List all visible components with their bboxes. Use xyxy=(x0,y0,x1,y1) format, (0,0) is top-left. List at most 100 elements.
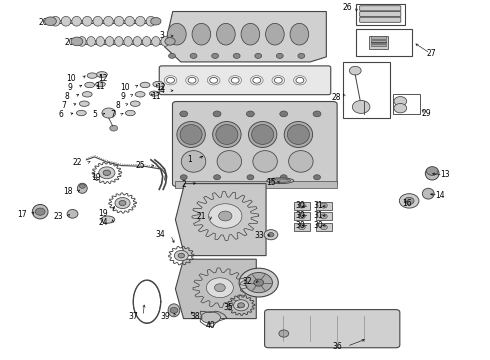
Text: 31: 31 xyxy=(314,202,323,210)
Text: 12: 12 xyxy=(156,83,165,92)
Ellipse shape xyxy=(266,23,284,45)
Circle shape xyxy=(190,53,197,58)
Circle shape xyxy=(280,175,287,180)
Ellipse shape xyxy=(104,16,113,26)
Circle shape xyxy=(298,53,305,58)
Ellipse shape xyxy=(201,312,220,323)
Ellipse shape xyxy=(289,150,313,172)
Bar xyxy=(316,202,332,210)
Circle shape xyxy=(268,233,274,237)
Text: 33: 33 xyxy=(255,231,265,240)
Text: 21: 21 xyxy=(196,212,206,221)
Ellipse shape xyxy=(180,125,202,144)
Text: 39: 39 xyxy=(161,311,171,320)
Circle shape xyxy=(212,53,219,58)
Text: 8: 8 xyxy=(65,91,70,100)
FancyBboxPatch shape xyxy=(159,66,331,95)
Text: 9: 9 xyxy=(120,91,125,100)
Text: 34: 34 xyxy=(156,230,166,239)
Circle shape xyxy=(320,203,327,208)
Text: 19: 19 xyxy=(91,173,101,181)
Text: 36: 36 xyxy=(332,342,342,351)
Ellipse shape xyxy=(287,125,310,144)
Circle shape xyxy=(239,268,278,297)
Bar xyxy=(356,29,412,56)
Circle shape xyxy=(180,175,187,180)
Text: 10: 10 xyxy=(66,74,76,83)
Ellipse shape xyxy=(125,16,134,26)
Circle shape xyxy=(320,214,327,219)
Text: 31: 31 xyxy=(314,211,323,220)
Circle shape xyxy=(399,194,419,208)
Bar xyxy=(371,36,386,39)
Circle shape xyxy=(320,225,327,230)
Circle shape xyxy=(352,100,370,113)
Circle shape xyxy=(246,111,254,117)
Circle shape xyxy=(313,111,321,117)
FancyBboxPatch shape xyxy=(360,17,401,22)
Text: 37: 37 xyxy=(128,311,138,320)
Circle shape xyxy=(280,111,288,117)
Text: 5: 5 xyxy=(92,110,97,119)
Text: 8: 8 xyxy=(115,100,120,109)
Bar xyxy=(371,44,386,46)
Text: 30: 30 xyxy=(295,202,305,210)
Ellipse shape xyxy=(125,110,135,116)
Ellipse shape xyxy=(168,23,186,45)
Circle shape xyxy=(206,278,233,298)
Circle shape xyxy=(255,53,262,58)
Circle shape xyxy=(264,230,278,240)
Ellipse shape xyxy=(425,167,439,180)
Text: 12: 12 xyxy=(98,74,107,83)
Bar xyxy=(343,62,390,118)
Circle shape xyxy=(115,198,130,208)
Ellipse shape xyxy=(130,101,140,107)
Ellipse shape xyxy=(87,36,96,46)
Circle shape xyxy=(215,284,225,292)
Text: 18: 18 xyxy=(63,187,73,196)
Circle shape xyxy=(165,37,175,45)
Ellipse shape xyxy=(241,23,260,45)
Ellipse shape xyxy=(290,23,309,45)
Ellipse shape xyxy=(133,36,142,46)
Ellipse shape xyxy=(115,36,123,46)
Text: 24: 24 xyxy=(98,218,108,227)
Circle shape xyxy=(99,167,115,179)
Text: 7: 7 xyxy=(111,110,116,119)
Ellipse shape xyxy=(248,122,277,148)
Ellipse shape xyxy=(101,216,115,223)
Ellipse shape xyxy=(87,73,97,78)
Text: 3: 3 xyxy=(159,31,164,40)
Circle shape xyxy=(71,37,83,46)
Circle shape xyxy=(238,303,245,308)
Text: 16: 16 xyxy=(402,198,412,207)
Ellipse shape xyxy=(181,150,206,172)
Ellipse shape xyxy=(252,125,273,144)
FancyBboxPatch shape xyxy=(360,6,401,11)
Bar xyxy=(294,212,310,220)
Circle shape xyxy=(180,111,188,117)
Circle shape xyxy=(298,214,305,219)
Ellipse shape xyxy=(140,82,150,87)
Circle shape xyxy=(231,77,239,83)
Ellipse shape xyxy=(82,91,92,97)
Circle shape xyxy=(279,330,289,337)
Text: 4: 4 xyxy=(159,86,164,95)
FancyBboxPatch shape xyxy=(265,310,400,348)
Circle shape xyxy=(234,300,248,311)
Ellipse shape xyxy=(136,16,145,26)
Circle shape xyxy=(426,167,438,175)
Ellipse shape xyxy=(153,81,164,87)
Circle shape xyxy=(103,170,110,175)
Ellipse shape xyxy=(96,82,105,87)
Text: 25: 25 xyxy=(135,161,145,170)
Text: 20: 20 xyxy=(65,38,74,47)
FancyBboxPatch shape xyxy=(360,12,401,17)
Bar xyxy=(393,94,420,114)
Circle shape xyxy=(404,197,414,204)
Text: 11: 11 xyxy=(95,82,104,91)
Circle shape xyxy=(170,307,178,313)
Ellipse shape xyxy=(149,91,159,96)
Text: 17: 17 xyxy=(17,210,27,219)
Circle shape xyxy=(247,175,254,180)
